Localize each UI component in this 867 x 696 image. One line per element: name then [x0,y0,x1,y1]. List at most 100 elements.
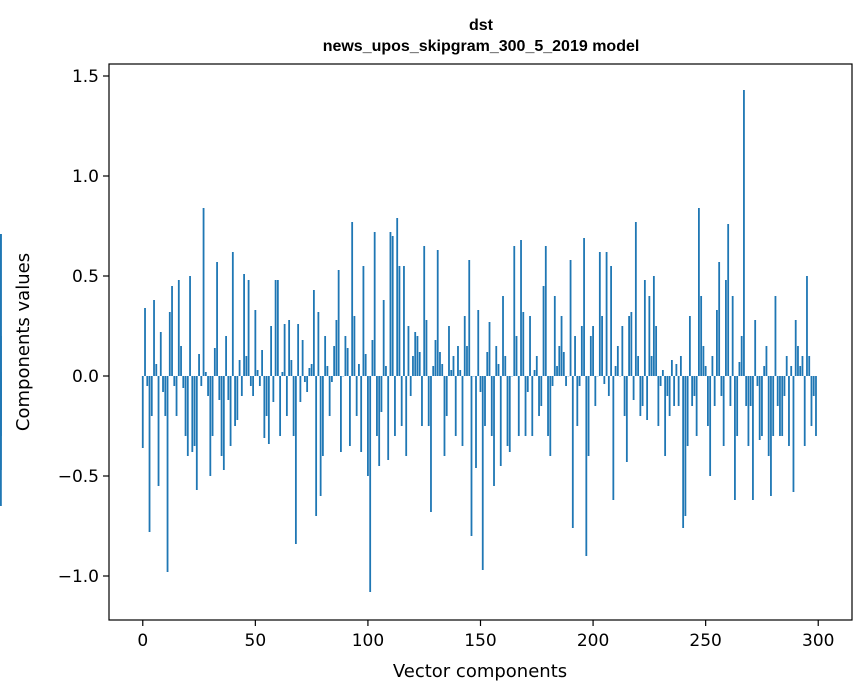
bar [236,376,239,420]
bar [459,370,462,376]
bar [207,376,209,396]
bar [709,376,712,476]
bar [414,332,417,376]
bar [436,250,439,376]
bar [367,376,369,476]
bar [571,376,574,528]
bar [740,336,743,376]
bar [204,372,207,376]
bar [234,376,236,426]
bar [358,364,360,376]
bar [508,376,511,452]
bar [247,280,250,376]
bar [679,356,682,376]
plot-frame [108,63,853,621]
bar [310,364,313,376]
bar [389,232,392,376]
bar [580,326,583,376]
bar [454,376,457,436]
bar [731,296,734,376]
bar [812,376,815,396]
y-tick-label: 1.5 [72,67,99,87]
bar [484,376,486,426]
bar [294,376,297,544]
bar [173,376,176,386]
bar [434,340,437,376]
bar [439,352,441,376]
x-axis-label: Vector components [393,661,567,682]
bar [387,376,390,460]
bar [652,276,655,376]
bar [657,376,660,426]
bar [186,376,189,456]
x-tick-label: 100 [352,631,384,651]
bar [783,376,786,396]
bar [625,376,628,462]
bar [589,336,592,376]
bar [695,376,698,436]
bar [258,376,261,386]
bar [299,376,302,402]
bar [756,376,759,386]
bar [317,312,320,376]
x-tick-label: 300 [802,631,834,651]
bar [297,324,300,376]
bars-group [0,90,817,592]
bar [360,376,363,452]
bar [785,356,788,376]
y-tick-label: 1.0 [72,167,99,187]
bar [288,320,291,376]
bar [646,376,649,420]
bar [806,276,808,376]
bar [540,376,543,406]
bar [337,270,340,376]
bar [666,376,669,396]
bar [716,310,718,376]
bar [468,260,471,376]
chart-subtitle: news_upos_skipgram_300_5_2019 model [323,38,640,55]
bar [542,286,545,376]
bar [0,234,2,376]
bar [720,376,723,396]
bar [276,280,279,376]
bar [673,376,676,406]
bar [171,286,173,376]
y-tick-label: 0.5 [72,267,99,287]
bar [675,364,678,376]
bar [441,364,444,376]
bar [745,376,748,406]
x-tick-label: 0 [137,631,148,651]
bar [263,376,266,438]
bar [664,376,667,456]
bar [412,356,414,376]
bar [754,320,757,376]
bar [405,376,408,456]
bar [362,266,365,376]
bar [369,376,372,592]
bar [700,296,703,376]
bar [765,346,768,376]
bar [218,376,221,400]
bar [351,222,354,376]
bar [569,260,572,376]
bar [432,366,435,376]
bar [315,376,318,516]
bar [303,376,306,382]
bar [283,324,286,376]
bar [261,350,263,376]
bar [175,376,178,416]
x-axis-ticks: 0 50 100 150 200 250 300 [137,620,834,651]
bar [427,376,430,426]
bar [202,208,205,376]
bar [792,376,795,492]
bar [574,336,576,376]
bar [770,376,772,496]
bar [815,376,817,436]
bar [189,276,191,376]
bar [799,366,802,376]
bar [761,376,763,436]
bar [693,376,696,396]
bar [691,376,694,406]
bar [524,376,527,436]
bar [344,336,347,376]
